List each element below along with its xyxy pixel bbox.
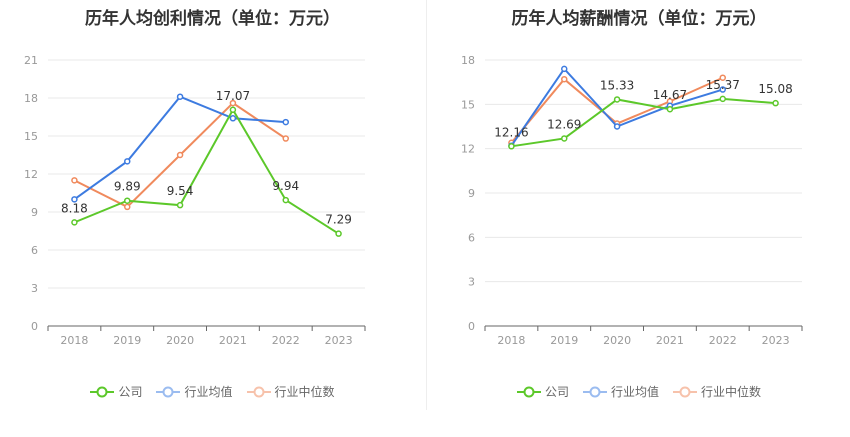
data-point[interactable]: [719, 95, 726, 103]
panel-divider: [426, 0, 427, 410]
series-line: [511, 97, 776, 148]
data-point[interactable]: [71, 219, 78, 226]
x-tick-label: 2018: [497, 334, 525, 347]
data-label: 7.29: [325, 213, 352, 227]
x-tick-label: 2023: [325, 334, 353, 347]
data-point[interactable]: [229, 99, 237, 107]
data-label: 9.94: [272, 179, 299, 193]
data-label: 12.16: [494, 125, 528, 139]
data-point[interactable]: [613, 96, 621, 103]
data-point[interactable]: [229, 115, 237, 122]
data-point[interactable]: [561, 75, 568, 83]
data-point[interactable]: [282, 196, 289, 204]
data-point[interactable]: [613, 123, 621, 130]
data-point[interactable]: [176, 93, 184, 100]
data-label: 17.07: [216, 89, 250, 103]
y-tick-label: 9: [468, 187, 475, 200]
data-point[interactable]: [124, 197, 131, 204]
chart-legend: 公司 行业均值 行业中位数: [428, 383, 850, 400]
legend-label: 行业均值: [184, 385, 233, 399]
y-tick-label: 12: [461, 143, 475, 156]
data-point[interactable]: [71, 177, 78, 184]
data-label: 12.69: [547, 117, 581, 131]
chart-title: 历年人均薪酬情况（单位：万元）: [511, 9, 767, 29]
data-label: 15.37: [706, 78, 740, 92]
legend-item-company[interactable]: 公司: [90, 383, 142, 400]
y-tick-label: 0: [468, 320, 475, 333]
y-tick-label: 12: [24, 168, 38, 181]
y-tick-label: 15: [461, 98, 475, 111]
legend-label: 公司: [544, 385, 569, 399]
legend-company-icon: [90, 386, 115, 397]
data-point[interactable]: [719, 86, 726, 93]
chart-plot-profit: 0 3 6 9 12 15 18 21 2018 2019 2020 2021 2022 2023 8.18…: [24, 54, 366, 347]
x-tick-label: 2023: [762, 334, 790, 347]
y-tick-label: 18: [24, 92, 38, 105]
chart-panel-salary: 历年人均薪酬情况（单位：万元） 0 3 6 9 12 15 18 2018 2019 2020 20…: [428, 0, 850, 437]
legend-label: 行业中位数: [274, 385, 335, 399]
data-point[interactable]: [772, 99, 779, 107]
data-label: 15.08: [758, 82, 792, 96]
data-point[interactable]: [561, 65, 568, 73]
legend-item-industry-avg[interactable]: 行业均值: [156, 383, 233, 400]
data-point[interactable]: [282, 135, 289, 142]
legend-company-icon: [516, 386, 541, 397]
x-tick-label: 2019: [550, 334, 578, 347]
y-tick-label: 18: [461, 54, 475, 67]
chart-plot-salary: 0 3 6 9 12 15 18 2018 2019 2020 2021 2022 2023 12.16 1…: [461, 54, 803, 347]
data-point[interactable]: [508, 143, 515, 150]
y-tick-label: 3: [468, 276, 475, 289]
y-tick-label: 6: [468, 231, 475, 244]
data-point[interactable]: [124, 203, 131, 211]
data-label: 15.33: [600, 78, 634, 92]
data-point[interactable]: [666, 105, 674, 113]
legend-label: 公司: [118, 385, 143, 399]
legend-industry-median-icon: [673, 386, 697, 397]
data-label: 9.54: [167, 184, 194, 198]
data-point[interactable]: [176, 201, 184, 209]
data-point[interactable]: [719, 74, 726, 81]
chart-legend: 公司 行业均值 行业中位数: [0, 383, 425, 400]
legend-item-industry-median[interactable]: 行业中位数: [673, 383, 761, 400]
data-point[interactable]: [124, 158, 131, 165]
data-point[interactable]: [335, 230, 342, 237]
x-tick-label: 2020: [166, 334, 194, 347]
y-tick-label: 0: [31, 320, 38, 333]
x-tick-label: 2022: [709, 334, 737, 347]
x-tick-label: 2022: [272, 334, 300, 347]
y-tick-label: 9: [31, 206, 38, 219]
legend-industry-avg-icon: [156, 386, 181, 397]
data-label: 8.18: [61, 201, 88, 215]
x-tick-label: 2020: [603, 334, 631, 347]
legend-label: 行业中位数: [701, 385, 762, 399]
y-tick-label: 3: [31, 282, 38, 295]
y-tick-label: 15: [24, 130, 38, 143]
data-point[interactable]: [229, 106, 237, 114]
chart-title: 历年人均创利情况（单位：万元）: [85, 9, 340, 29]
legend-label: 行业均值: [610, 385, 659, 399]
data-point[interactable]: [71, 196, 78, 203]
x-tick-label: 2018: [60, 334, 88, 347]
y-tick-label: 21: [24, 54, 38, 67]
chart-panel-profit: 历年人均创利情况（单位：万元） 0 3 6 9 12 15 18 21 2018 2019 2020…: [0, 9, 425, 400]
legend-industry-avg-icon: [582, 386, 607, 397]
x-tick-label: 2021: [656, 334, 684, 347]
data-point[interactable]: [282, 118, 289, 126]
y-tick-label: 6: [31, 244, 38, 257]
x-tick-label: 2021: [219, 334, 247, 347]
legend-industry-median-icon: [246, 386, 271, 397]
legend-item-industry-median[interactable]: 行业中位数: [246, 383, 335, 400]
legend-item-industry-avg[interactable]: 行业均值: [582, 383, 659, 400]
data-point[interactable]: [561, 135, 568, 142]
series-line: [74, 107, 340, 235]
legend-item-company[interactable]: 公司: [516, 383, 569, 400]
data-point[interactable]: [176, 151, 184, 159]
data-label: 14.67: [653, 88, 687, 102]
x-tick-label: 2019: [113, 334, 141, 347]
data-label: 9.89: [114, 180, 141, 194]
